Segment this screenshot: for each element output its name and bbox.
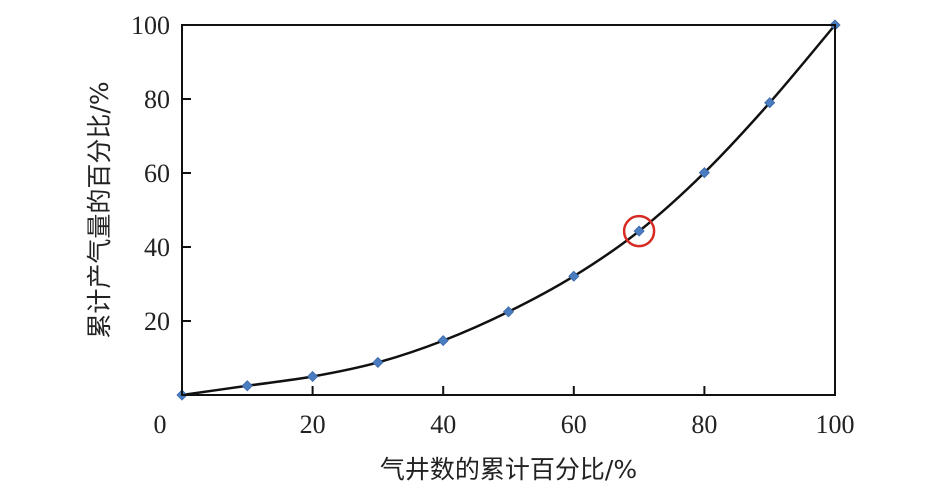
y-tick-label: 40 bbox=[144, 233, 170, 262]
series-curve bbox=[181, 24, 836, 397]
x-tick-labels: 0 20 40 60 80 100 bbox=[154, 410, 855, 439]
y-tick-label: 100 bbox=[131, 11, 170, 40]
x-tick-label: 0 bbox=[154, 410, 167, 439]
annotations bbox=[622, 214, 656, 248]
data-point-marker bbox=[633, 225, 645, 237]
y-tick-label: 20 bbox=[144, 307, 170, 336]
x-tick-label: 60 bbox=[561, 410, 587, 439]
data-point-marker bbox=[241, 380, 253, 392]
data-point-marker bbox=[764, 97, 776, 109]
x-axis-title: 气井数的累计百分比/% bbox=[380, 455, 637, 484]
y-tick-label: 80 bbox=[144, 85, 170, 114]
y-axis-title: 累计产气量的百分比/% bbox=[85, 81, 114, 338]
data-point-marker bbox=[437, 335, 449, 347]
x-tick-label: 100 bbox=[816, 410, 855, 439]
data-points bbox=[176, 19, 841, 401]
y-tick-label: 60 bbox=[144, 159, 170, 188]
plot-frame bbox=[181, 24, 836, 396]
y-tick-labels: 20 40 60 80 100 bbox=[131, 11, 170, 336]
highlight-circle bbox=[622, 214, 656, 248]
x-tick-label: 20 bbox=[300, 410, 326, 439]
data-point-marker bbox=[568, 270, 580, 282]
data-point-marker bbox=[502, 306, 515, 318]
x-tick-label: 40 bbox=[430, 410, 456, 439]
y-axis-ticks bbox=[182, 24, 191, 322]
data-point-marker bbox=[372, 356, 384, 369]
data-point-marker bbox=[698, 167, 710, 179]
data-point-marker bbox=[307, 370, 319, 383]
x-tick-label: 80 bbox=[691, 410, 717, 439]
x-axis-ticks bbox=[311, 386, 706, 395]
